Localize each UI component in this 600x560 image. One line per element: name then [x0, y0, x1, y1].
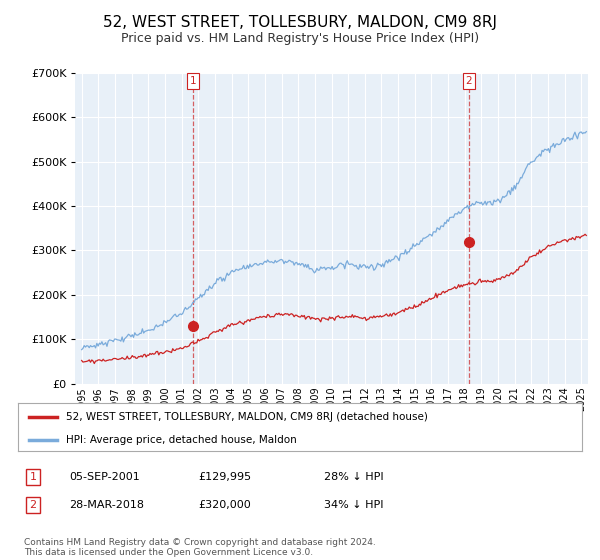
- Text: 1: 1: [29, 472, 37, 482]
- Text: 52, WEST STREET, TOLLESBURY, MALDON, CM9 8RJ: 52, WEST STREET, TOLLESBURY, MALDON, CM9…: [103, 15, 497, 30]
- Text: 34% ↓ HPI: 34% ↓ HPI: [324, 500, 383, 510]
- Text: 05-SEP-2001: 05-SEP-2001: [69, 472, 140, 482]
- Text: 1: 1: [190, 76, 196, 86]
- Text: 2: 2: [466, 76, 472, 86]
- Text: £129,995: £129,995: [198, 472, 251, 482]
- Text: Contains HM Land Registry data © Crown copyright and database right 2024.
This d: Contains HM Land Registry data © Crown c…: [24, 538, 376, 557]
- Text: £320,000: £320,000: [198, 500, 251, 510]
- Text: 52, WEST STREET, TOLLESBURY, MALDON, CM9 8RJ (detached house): 52, WEST STREET, TOLLESBURY, MALDON, CM9…: [66, 412, 428, 422]
- Text: Price paid vs. HM Land Registry's House Price Index (HPI): Price paid vs. HM Land Registry's House …: [121, 32, 479, 45]
- Text: 2: 2: [29, 500, 37, 510]
- Text: HPI: Average price, detached house, Maldon: HPI: Average price, detached house, Mald…: [66, 435, 296, 445]
- Text: 28-MAR-2018: 28-MAR-2018: [69, 500, 144, 510]
- Text: 28% ↓ HPI: 28% ↓ HPI: [324, 472, 383, 482]
